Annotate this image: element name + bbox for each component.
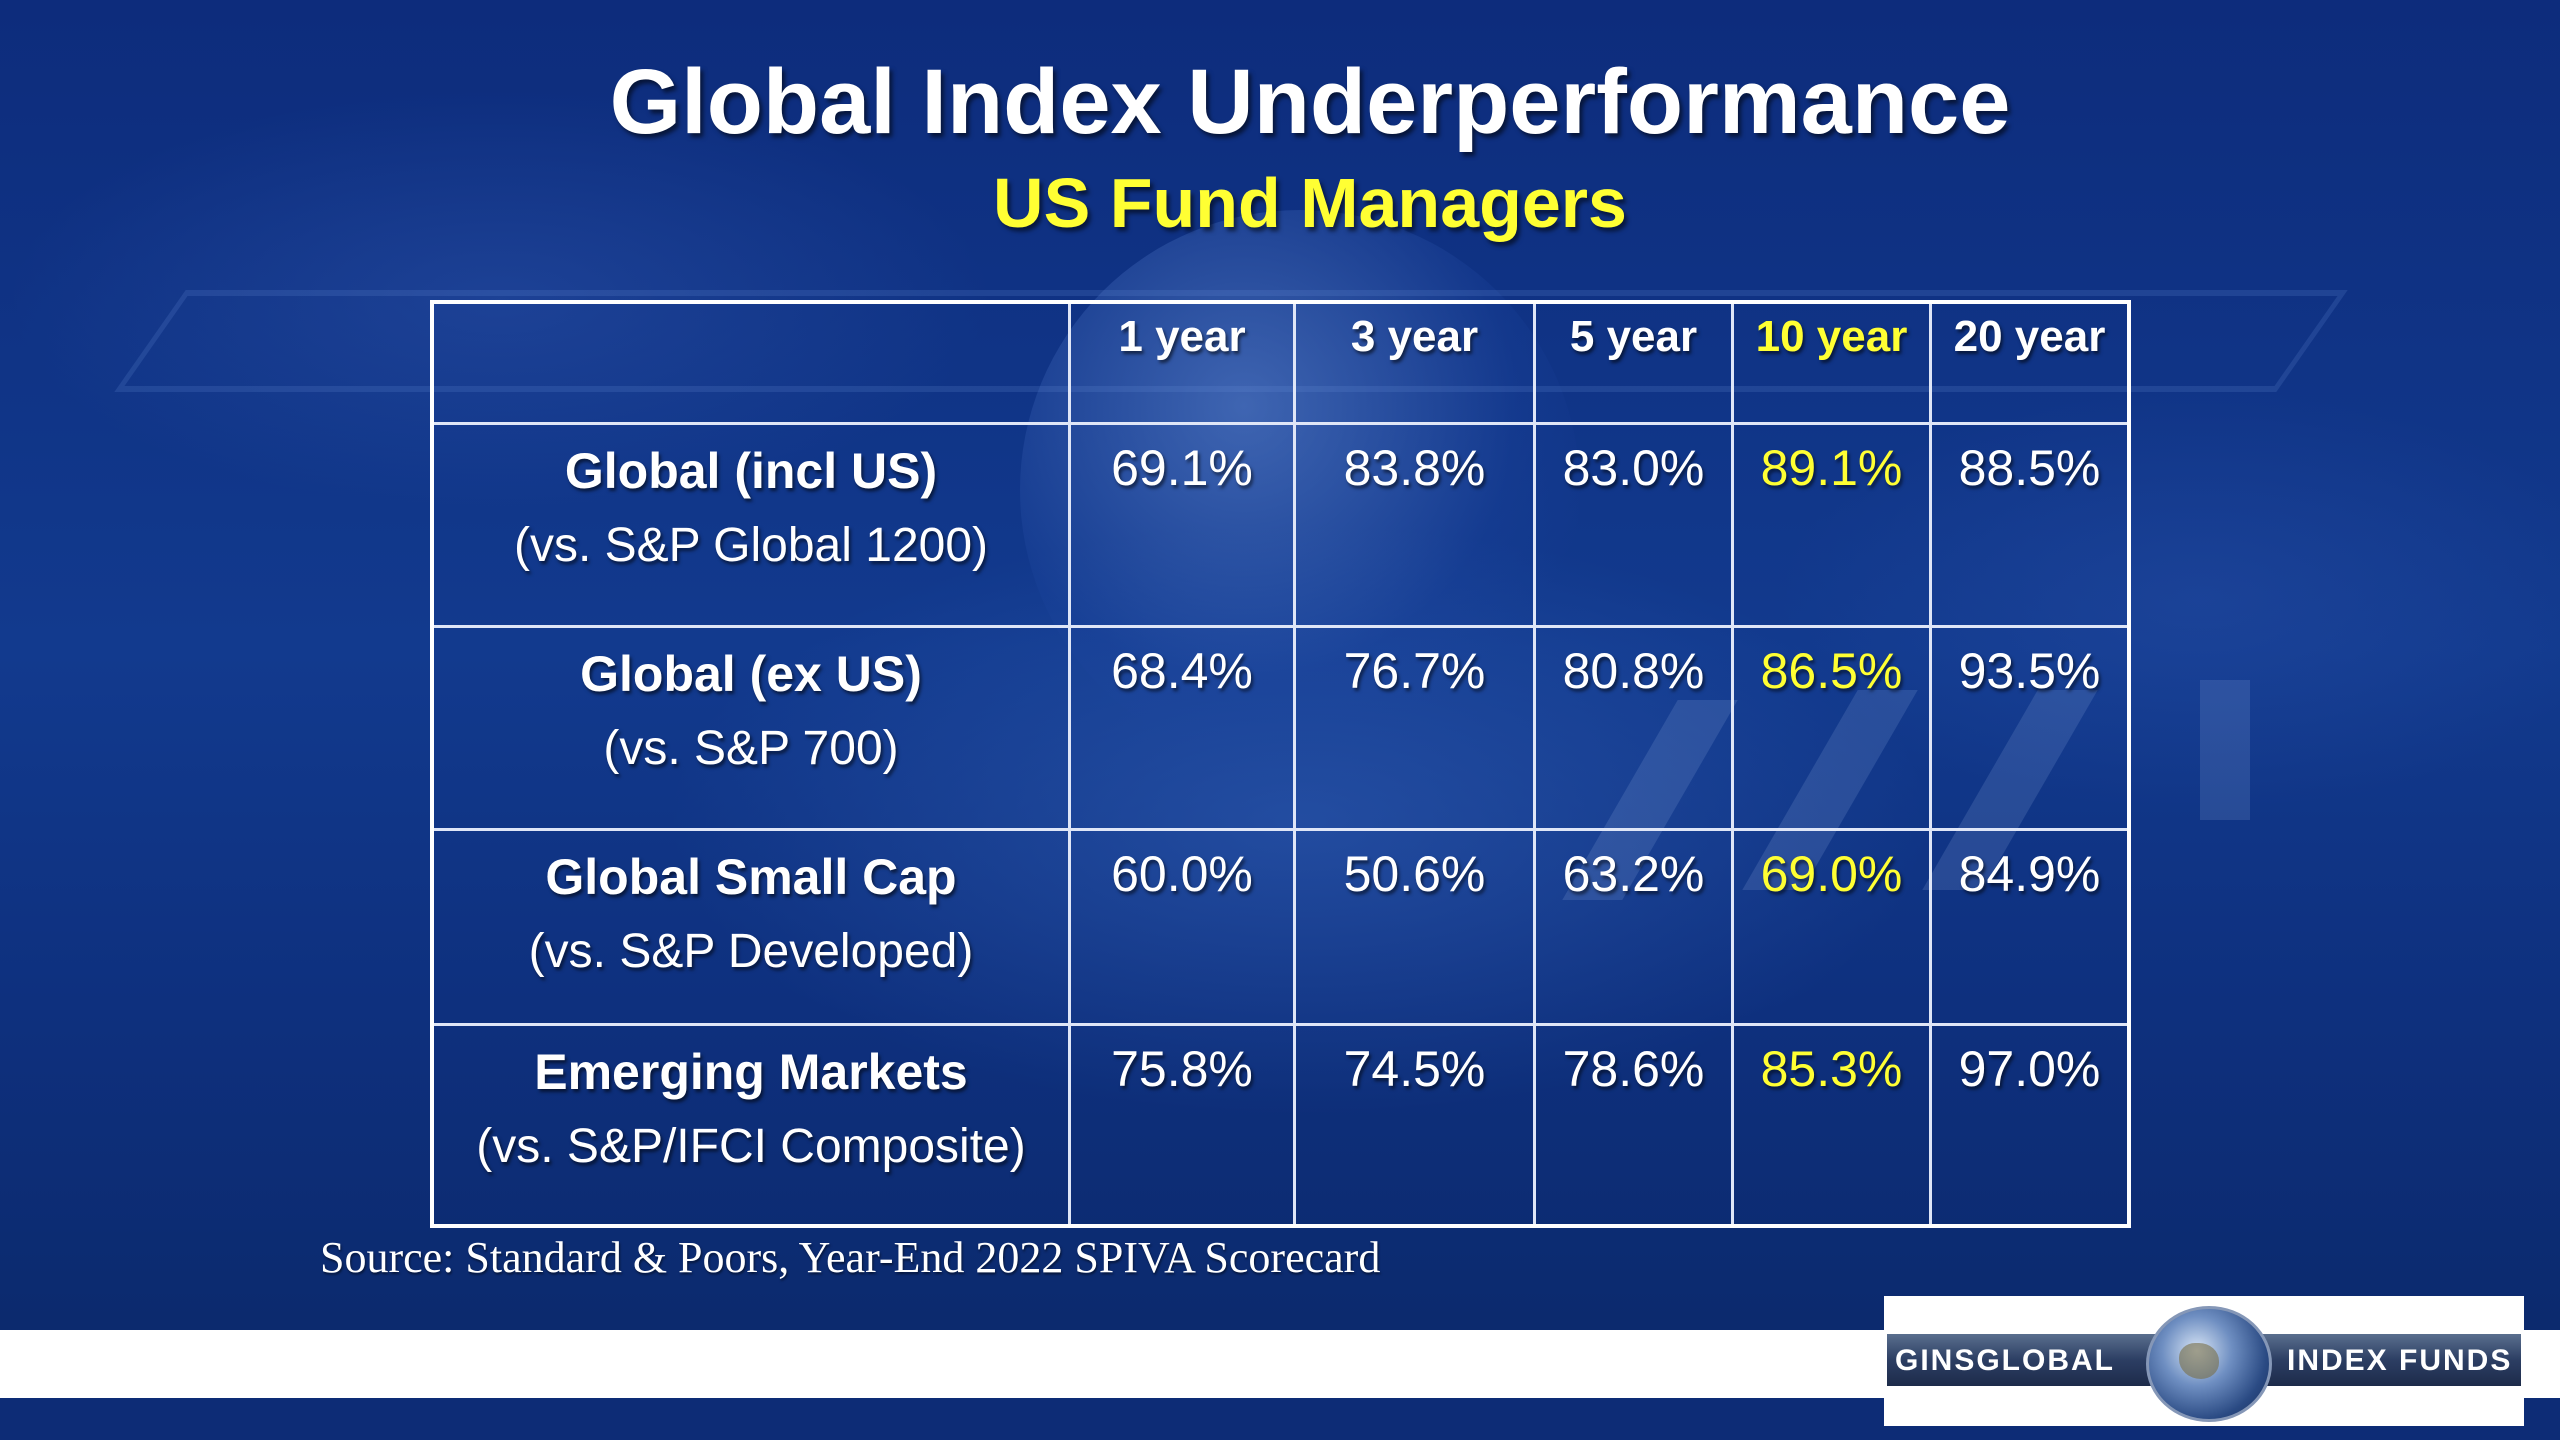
value-cell-5-year: 83.0% <box>1533 422 1734 628</box>
table-row: Emerging Markets (vs. S&P/IFCI Composite… <box>430 1023 2131 1228</box>
value-cell-5-year: 80.8% <box>1533 625 1734 831</box>
row-label-cell: Global (ex US) (vs. S&P 700) <box>430 625 1071 831</box>
value-cell-10-year: 69.0% <box>1731 828 1932 1026</box>
value-cell-20-year: 97.0% <box>1929 1023 2131 1228</box>
background-chart-stripe <box>2200 680 2250 820</box>
row-label-cell: Emerging Markets (vs. S&P/IFCI Composite… <box>430 1023 1071 1228</box>
logo-right-text: INDEX FUNDS <box>2287 1344 2513 1377</box>
value-cell-1-year: 68.4% <box>1068 625 1296 831</box>
performance-table-container: 1 year 3 year 5 year 10 year 20 year Glo… <box>430 300 2131 1228</box>
value-cell-3-year: 83.8% <box>1293 422 1536 628</box>
table-row: Global Small Cap (vs. S&P Developed) 60.… <box>430 828 2131 1026</box>
header-cell-5-year: 5 year <box>1533 300 1734 425</box>
header-cell-empty <box>430 300 1071 425</box>
table-header-row: 1 year 3 year 5 year 10 year 20 year <box>430 300 2131 425</box>
header-cell-1-year: 1 year <box>1068 300 1296 425</box>
value-cell-20-year: 93.5% <box>1929 625 2131 831</box>
value-cell-1-year: 75.8% <box>1068 1023 1296 1228</box>
globe-icon <box>2146 1306 2272 1422</box>
value-cell-5-year: 63.2% <box>1533 828 1734 1026</box>
row-name: Global Small Cap <box>545 849 957 905</box>
value-cell-20-year: 84.9% <box>1929 828 2131 1026</box>
value-cell-1-year: 69.1% <box>1068 422 1296 628</box>
row-benchmark: (vs. S&P/IFCI Composite) <box>476 1120 1026 1173</box>
row-name: Global (incl US) <box>564 443 938 499</box>
value-cell-10-year: 85.3% <box>1731 1023 1932 1228</box>
row-benchmark: (vs. S&P Global 1200) <box>513 519 989 572</box>
header-cell-20-year: 20 year <box>1929 300 2131 425</box>
row-benchmark: (vs. S&P Developed) <box>528 925 974 978</box>
value-cell-3-year: 76.7% <box>1293 625 1536 831</box>
value-cell-3-year: 50.6% <box>1293 828 1536 1026</box>
source-citation: Source: Standard & Poors, Year-End 2022 … <box>320 1233 1381 1282</box>
slide-subtitle: US Fund Managers <box>993 164 1627 242</box>
value-cell-10-year: 89.1% <box>1731 422 1932 628</box>
value-cell-20-year: 88.5% <box>1929 422 2131 628</box>
row-name: Global (ex US) <box>580 646 922 702</box>
value-cell-5-year: 78.6% <box>1533 1023 1734 1228</box>
table-row: Global (incl US) (vs. S&P Global 1200) 6… <box>430 422 2131 628</box>
value-cell-1-year: 60.0% <box>1068 828 1296 1026</box>
ginsglobal-logo: GINSGLOBAL INDEX FUNDS <box>1884 1296 2524 1426</box>
table-row: Global (ex US) (vs. S&P 700) 68.4% 76.7%… <box>430 625 2131 831</box>
row-benchmark: (vs. S&P 700) <box>603 722 899 775</box>
logo-left-text: GINSGLOBAL <box>1895 1344 2115 1377</box>
row-label-cell: Global (incl US) (vs. S&P Global 1200) <box>430 422 1071 628</box>
header-cell-3-year: 3 year <box>1293 300 1536 425</box>
header-cell-10-year: 10 year <box>1731 300 1932 425</box>
row-label-cell: Global Small Cap (vs. S&P Developed) <box>430 828 1071 1026</box>
value-cell-3-year: 74.5% <box>1293 1023 1536 1228</box>
slide-title: Global Index Underperformance <box>609 51 2011 153</box>
row-name: Emerging Markets <box>534 1044 968 1100</box>
performance-table: 1 year 3 year 5 year 10 year 20 year Glo… <box>430 300 2131 1228</box>
value-cell-10-year: 86.5% <box>1731 625 1932 831</box>
